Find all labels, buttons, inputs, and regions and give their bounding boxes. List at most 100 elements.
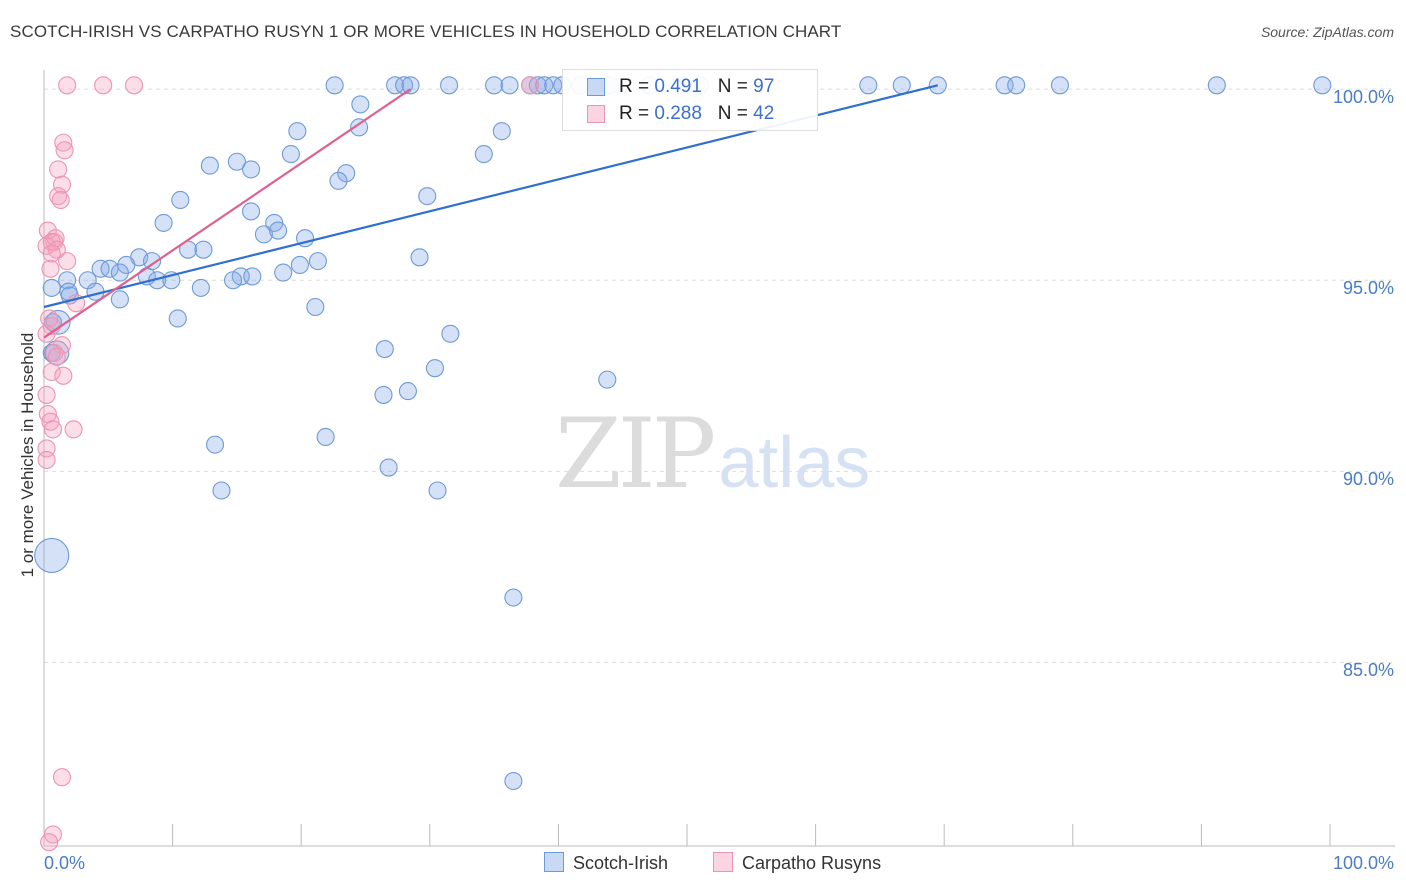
x-tick-label: 0.0% — [44, 853, 86, 873]
legend-swatch-pink — [713, 852, 733, 872]
scotch-irish-point — [58, 271, 77, 290]
scotch-irish-point — [110, 263, 129, 282]
carpatho-rusyns-point — [124, 76, 144, 95]
legend-text: R = 0.288 N = 42 — [619, 103, 775, 124]
watermark: ZIPatlas — [555, 398, 870, 510]
scotch-irish-point — [110, 290, 129, 309]
bottom-legend-scotch-irish: Scotch-Irish — [544, 852, 668, 874]
scotch-irish-point — [223, 271, 243, 290]
carpatho-rusyns-point — [40, 833, 59, 852]
carpatho-rusyns-point — [38, 221, 57, 240]
scotch-irish-point — [1207, 76, 1226, 95]
scotch-irish-point — [398, 382, 417, 401]
scotch-irish-point — [316, 427, 335, 447]
scotch-irish-point — [281, 145, 300, 164]
y-tick-label: 85.0% — [1342, 660, 1394, 680]
scotch-irish-point — [212, 481, 231, 500]
scotch-irish-point — [117, 255, 136, 275]
carpatho-rusyns-point — [49, 160, 68, 179]
carpatho-rusyns-point — [64, 420, 83, 439]
carpatho-rusyns-point — [521, 76, 540, 95]
scotch-irish-point — [598, 370, 617, 389]
scotch-irish-point — [1050, 76, 1069, 95]
scotch-irish-point — [290, 255, 309, 275]
carpatho-rusyns-point — [54, 133, 73, 152]
scotch-irish-point — [351, 95, 370, 114]
scotch-irish-point — [474, 145, 493, 164]
carpatho-rusyns-point — [43, 420, 63, 439]
scotch-irish-point — [243, 267, 262, 286]
carpatho-rusyns-point — [47, 347, 66, 366]
carpatho-rusyns-point — [51, 190, 70, 210]
scotch-irish-point — [374, 385, 393, 404]
scotch-irish-point — [269, 221, 288, 240]
axes — [43, 70, 1395, 847]
scotch-irish-point — [191, 278, 210, 297]
legend-swatch-blue — [587, 78, 605, 96]
scotch-irish-point — [241, 160, 261, 179]
scotch-irish-point — [205, 435, 225, 454]
scotch-irish-point — [241, 202, 261, 221]
y-tick-label: 95.0% — [1342, 278, 1394, 298]
scotch-irish-point — [288, 122, 307, 141]
scotch-irish-point — [485, 76, 504, 95]
legend-swatch-pink — [587, 105, 605, 123]
legend-swatch-blue — [544, 852, 564, 872]
scotch-irish-point — [892, 76, 911, 95]
scotch-irish-point — [329, 171, 348, 190]
y-axis-label: 1 or more Vehicles in Household — [18, 332, 37, 578]
scotch-irish-point — [274, 263, 293, 282]
carpatho-rusyns-point — [54, 366, 73, 385]
carpatho-rusyns-point — [42, 362, 61, 382]
scotch-irish-point — [375, 340, 394, 359]
scotch-irish-point — [42, 278, 61, 297]
scotch-irish-point — [500, 76, 519, 95]
carpatho-rusyns-point — [52, 175, 72, 194]
carpatho-rusyns-point — [58, 252, 77, 271]
scotch-irish-point — [325, 76, 344, 95]
trend-line-carpatho-rusyns — [43, 88, 412, 339]
carpatho-rusyns-point — [52, 768, 72, 787]
bottom-legend-carpatho-rusyns: Carpatho Rusyns — [713, 852, 881, 874]
x-tick-label: 100.0% — [1332, 853, 1394, 873]
carpatho-rusyns-point — [58, 76, 77, 95]
carpatho-rusyns-point — [55, 141, 74, 160]
scotch-irish-point — [528, 76, 547, 95]
scotch-irish-point — [100, 259, 119, 278]
scotch-irish-point — [492, 122, 511, 141]
carpatho-rusyns-point — [41, 259, 60, 278]
scotch-irish-point — [227, 152, 246, 171]
series-carpatho-rusyns — [37, 76, 540, 852]
scotch-irish-point — [308, 252, 327, 271]
scotch-irish-point — [45, 309, 71, 335]
chart-title: SCOTCH-IRISH VS CARPATHO RUSYN 1 OR MORE… — [10, 22, 842, 41]
scotch-irish-point — [859, 76, 878, 95]
scotch-irish-point — [306, 297, 325, 317]
scotch-irish-point — [379, 458, 398, 477]
scotch-irish-point — [504, 588, 523, 607]
scotch-irish-point — [194, 240, 213, 259]
scotch-irish-point — [254, 225, 273, 244]
scotch-irish-point — [428, 481, 447, 500]
legend-text: R = 0.491 N = 97 — [619, 76, 775, 97]
scotch-irish-point — [337, 164, 356, 183]
scotch-irish-point — [154, 213, 173, 232]
carpatho-rusyns-point — [37, 450, 56, 469]
scotch-irish-point — [504, 771, 523, 791]
scotch-irish-point — [410, 248, 429, 267]
y-tick-label: 100.0% — [1332, 87, 1394, 107]
carpatho-rusyns-point — [94, 76, 113, 95]
scotch-irish-point — [1007, 76, 1026, 95]
watermark-atlas: atlas — [718, 423, 871, 503]
carpatho-rusyns-point — [37, 385, 56, 404]
legend: R = 0.491 N = 97 R = 0.288 N = 42 — [562, 69, 818, 131]
scotch-irish-point — [34, 537, 70, 574]
y-tick-label: 90.0% — [1342, 469, 1394, 489]
scotch-irish-point — [418, 187, 437, 206]
scotch-irish-point — [200, 156, 219, 175]
source-label: Source: ZipAtlas.com — [1260, 24, 1394, 40]
carpatho-rusyns-point — [37, 324, 56, 343]
scotch-irish-point — [350, 118, 369, 137]
series-scotch-irish — [34, 76, 1332, 791]
